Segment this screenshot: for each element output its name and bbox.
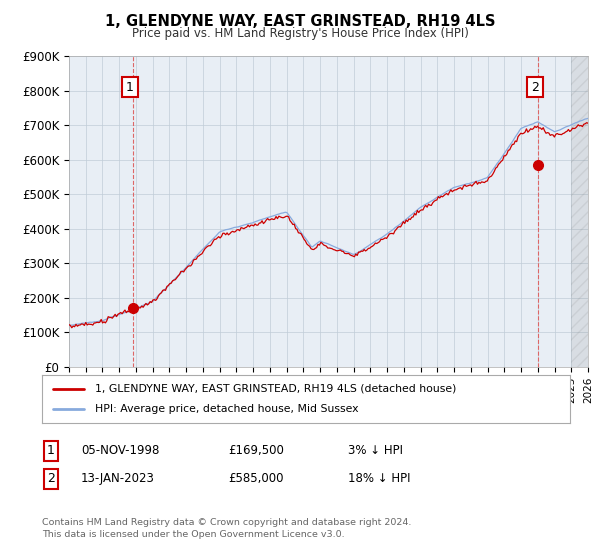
Text: 1, GLENDYNE WAY, EAST GRINSTEAD, RH19 4LS (detached house): 1, GLENDYNE WAY, EAST GRINSTEAD, RH19 4L… — [95, 384, 456, 394]
Text: 05-NOV-1998: 05-NOV-1998 — [81, 444, 160, 458]
Text: 2: 2 — [531, 81, 539, 94]
Text: 2: 2 — [47, 472, 55, 486]
Text: £169,500: £169,500 — [228, 444, 284, 458]
Text: 1: 1 — [47, 444, 55, 458]
Text: 1: 1 — [126, 81, 134, 94]
Text: Contains HM Land Registry data © Crown copyright and database right 2024.
This d: Contains HM Land Registry data © Crown c… — [42, 518, 412, 539]
Text: Price paid vs. HM Land Registry's House Price Index (HPI): Price paid vs. HM Land Registry's House … — [131, 27, 469, 40]
Text: 3% ↓ HPI: 3% ↓ HPI — [348, 444, 403, 458]
Text: 13-JAN-2023: 13-JAN-2023 — [81, 472, 155, 486]
Text: 1, GLENDYNE WAY, EAST GRINSTEAD, RH19 4LS: 1, GLENDYNE WAY, EAST GRINSTEAD, RH19 4L… — [105, 14, 495, 29]
Text: 18% ↓ HPI: 18% ↓ HPI — [348, 472, 410, 486]
Text: HPI: Average price, detached house, Mid Sussex: HPI: Average price, detached house, Mid … — [95, 404, 358, 414]
Text: £585,000: £585,000 — [228, 472, 284, 486]
